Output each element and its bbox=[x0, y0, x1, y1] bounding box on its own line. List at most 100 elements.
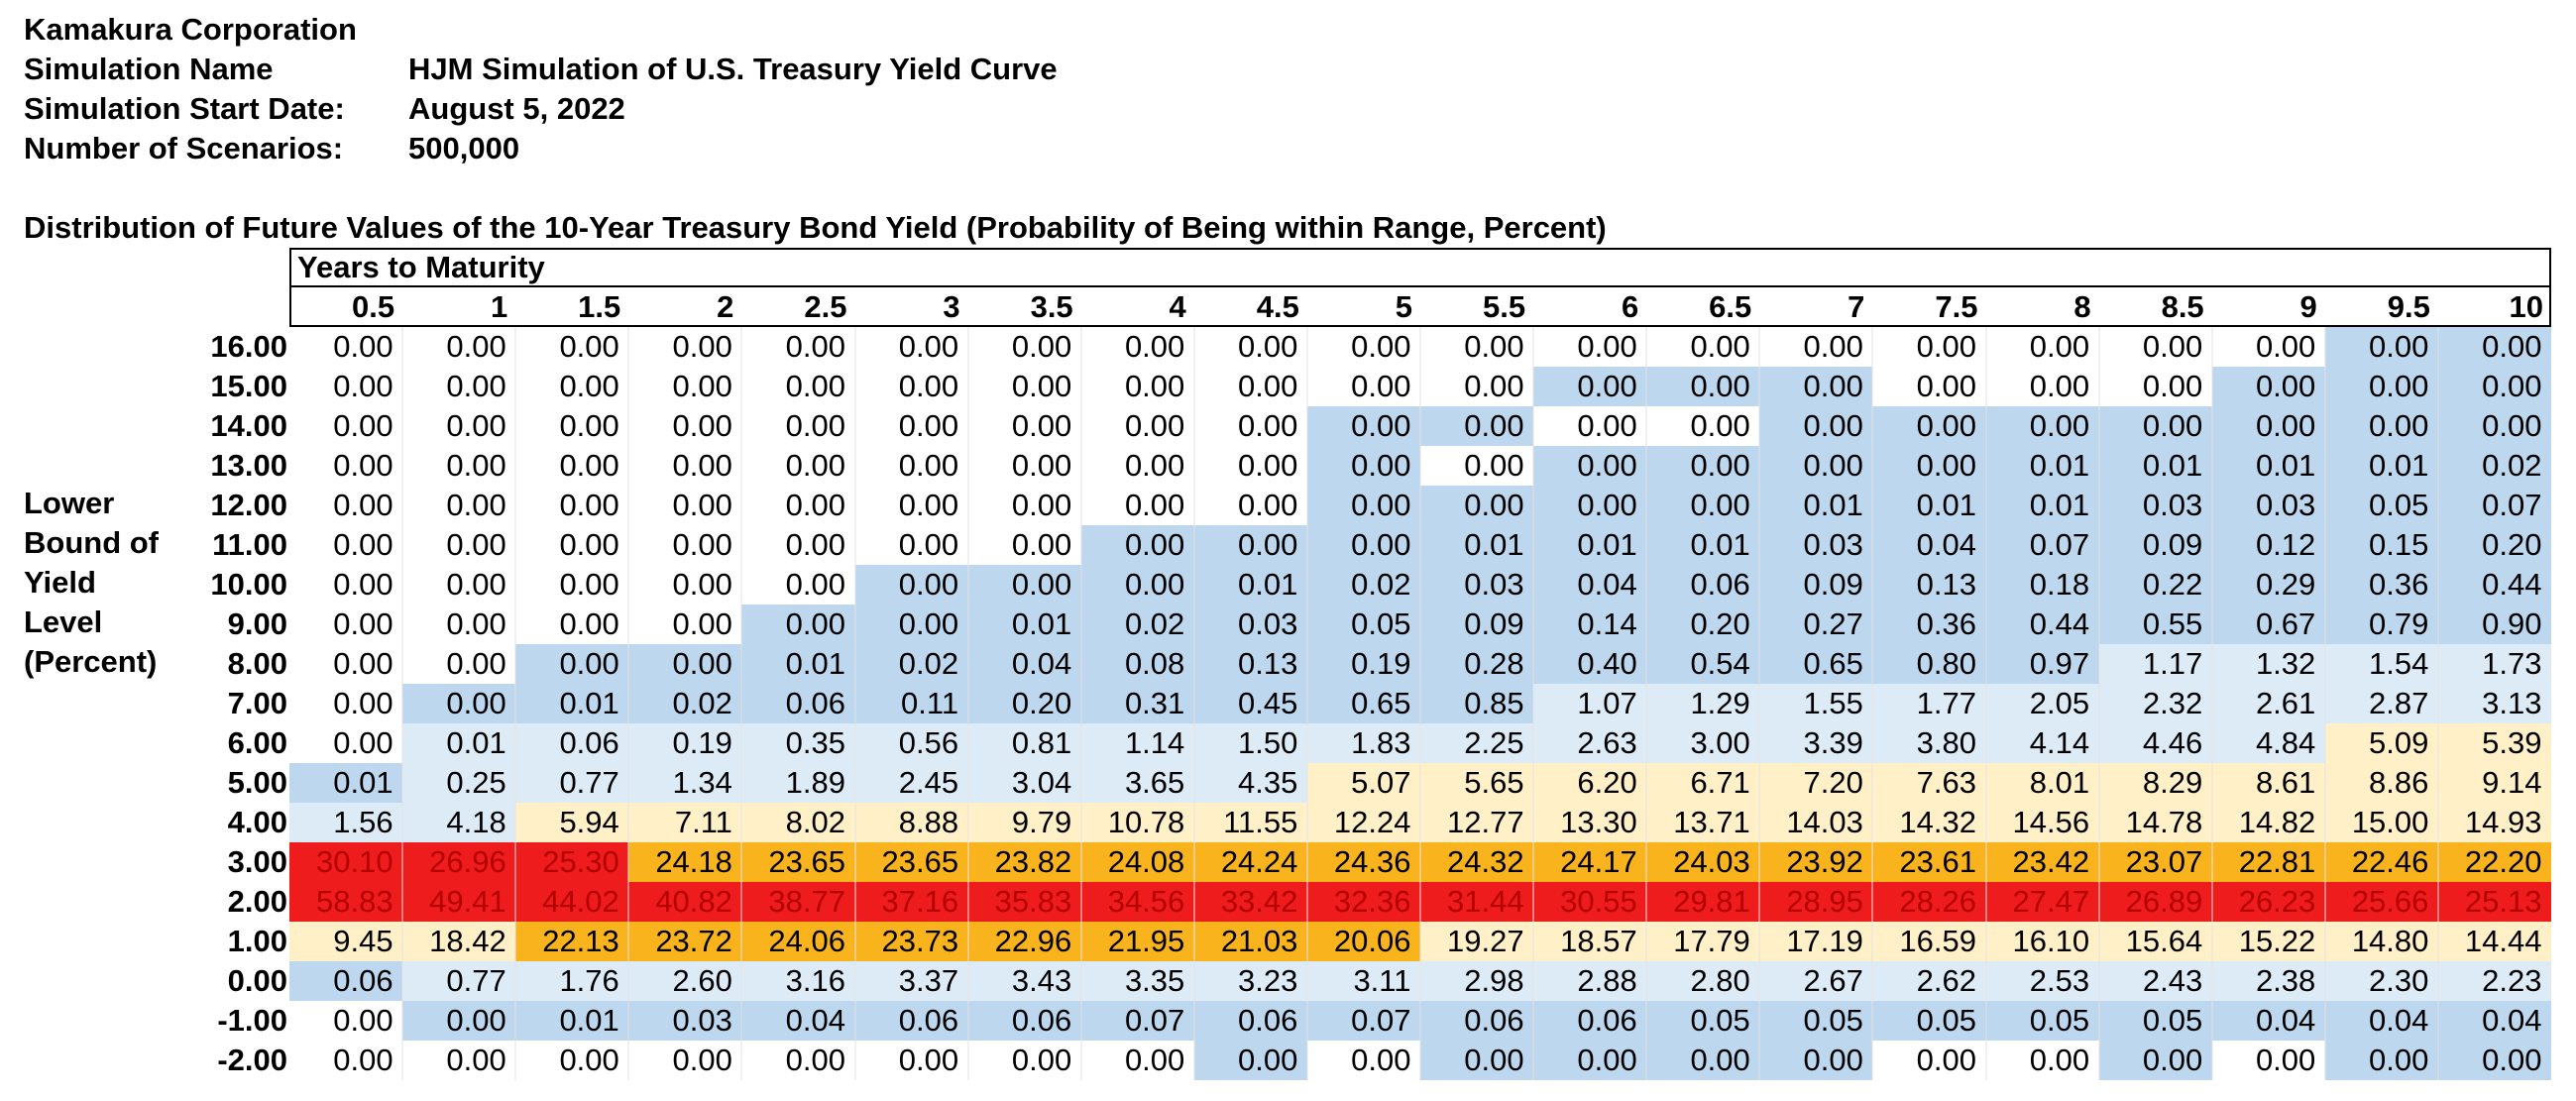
table-cell: 0.00 bbox=[1985, 1041, 2100, 1080]
table-cell: 0.44 bbox=[2437, 565, 2552, 605]
table-cell: 0.00 bbox=[515, 327, 629, 367]
table-cell: 7.63 bbox=[1872, 763, 1986, 803]
table-cell: 0.01 bbox=[1193, 565, 1308, 605]
side-label-line: (Percent) bbox=[24, 644, 158, 679]
table-cell: 4.46 bbox=[2098, 723, 2213, 763]
row-label: 12.00 bbox=[210, 488, 287, 522]
column-header: 4.5 bbox=[1256, 289, 1299, 324]
table-cell: 0.03 bbox=[1759, 525, 1873, 565]
table-cell: 0.36 bbox=[2324, 565, 2439, 605]
table-cell: 4.18 bbox=[402, 803, 516, 842]
table-cell: 0.01 bbox=[402, 723, 516, 763]
table-cell: 0.44 bbox=[1985, 605, 2100, 644]
row-label: -2.00 bbox=[217, 1043, 287, 1077]
simulation-name-row: Simulation Name HJM Simulation of U.S. Tr… bbox=[24, 50, 1058, 89]
table-cell: 9.45 bbox=[289, 922, 403, 961]
table-cell: 0.00 bbox=[741, 486, 855, 525]
table-cell: 1.29 bbox=[1646, 684, 1760, 723]
table-cell: 0.00 bbox=[741, 406, 855, 446]
table-cell: 14.80 bbox=[2324, 922, 2439, 961]
side-label: Lower Bound of Yield Level (Percent) bbox=[24, 484, 159, 682]
row-label: 1.00 bbox=[227, 924, 287, 958]
table-cell: 0.00 bbox=[628, 1041, 742, 1080]
table-cell: 0.00 bbox=[289, 486, 403, 525]
table-cell: 2.98 bbox=[1420, 961, 1534, 1001]
table-cell: 21.03 bbox=[1193, 922, 1308, 961]
table-cell: 0.00 bbox=[289, 1041, 403, 1080]
table-cell: 0.00 bbox=[1872, 367, 1986, 406]
table-cell: 0.02 bbox=[1080, 605, 1195, 644]
table-cell: 25.66 bbox=[2324, 882, 2439, 922]
table-cell: 0.00 bbox=[1646, 367, 1760, 406]
row-label: 14.00 bbox=[210, 408, 287, 443]
grid-line bbox=[966, 327, 969, 1080]
row-label: 13.00 bbox=[210, 448, 287, 483]
table-cell: 22.20 bbox=[2437, 842, 2552, 882]
grid-line bbox=[2323, 327, 2326, 1080]
table-cell: 0.01 bbox=[289, 763, 403, 803]
table-cell: 1.77 bbox=[1872, 684, 1986, 723]
table-cell: 24.17 bbox=[1533, 842, 1647, 882]
table-cell: 0.05 bbox=[2098, 1001, 2213, 1041]
table-cell: 8.02 bbox=[741, 803, 855, 842]
table-cell: 0.06 bbox=[1646, 565, 1760, 605]
table-cell: 0.05 bbox=[2324, 486, 2439, 525]
table-cell: 1.73 bbox=[2437, 644, 2552, 684]
table-cell: 7.11 bbox=[628, 803, 742, 842]
table-cell: 0.00 bbox=[1193, 486, 1308, 525]
table-cell: 0.00 bbox=[2324, 406, 2439, 446]
table-cell: 4.84 bbox=[2211, 723, 2326, 763]
table-cell: 0.00 bbox=[2098, 406, 2213, 446]
table-cell: 29.81 bbox=[1646, 882, 1760, 922]
grid-line bbox=[853, 327, 856, 1080]
table-cell: 0.03 bbox=[2211, 486, 2326, 525]
table-cell: 0.00 bbox=[967, 565, 1082, 605]
table-cell: 3.35 bbox=[1080, 961, 1195, 1001]
table-cell: 1.14 bbox=[1080, 723, 1195, 763]
table-cell: 0.00 bbox=[628, 367, 742, 406]
row-label: 9.00 bbox=[227, 606, 287, 641]
column-header: 3.5 bbox=[1030, 289, 1073, 324]
table-cell: 24.32 bbox=[1420, 842, 1534, 882]
table-cell: 2.67 bbox=[1759, 961, 1873, 1001]
table-cell: 1.50 bbox=[1193, 723, 1308, 763]
table-cell: 0.01 bbox=[1985, 486, 2100, 525]
table-cell: 49.41 bbox=[402, 882, 516, 922]
table-title: Distribution of Future Values of the 10-… bbox=[24, 210, 1607, 245]
column-header: 5 bbox=[1395, 289, 1412, 324]
table-cell: 0.02 bbox=[2437, 446, 2552, 486]
table-cell: 8.88 bbox=[854, 803, 969, 842]
table-cell: 0.04 bbox=[2437, 1001, 2552, 1041]
table-cell: 0.00 bbox=[854, 327, 969, 367]
table-cell: 2.05 bbox=[1985, 684, 2100, 723]
table-cell: 1.76 bbox=[515, 961, 629, 1001]
table-cell: 0.00 bbox=[2211, 1041, 2326, 1080]
table-cell: 0.01 bbox=[967, 605, 1082, 644]
side-label-line: Yield bbox=[24, 565, 96, 600]
table-cell: 1.89 bbox=[741, 763, 855, 803]
table-cell: 0.00 bbox=[402, 1001, 516, 1041]
row-label: 15.00 bbox=[210, 369, 287, 403]
table-cell: 2.62 bbox=[1872, 961, 1986, 1001]
table-cell: 3.13 bbox=[2437, 684, 2552, 723]
column-header: 0.5 bbox=[351, 289, 395, 324]
row-label: 7.00 bbox=[227, 686, 287, 720]
table-cell: 0.00 bbox=[402, 684, 516, 723]
table-cell: 0.02 bbox=[854, 644, 969, 684]
simulation-name-value: HJM Simulation of U.S. Treasury Yield Cu… bbox=[408, 52, 1058, 86]
table-cell: 0.81 bbox=[967, 723, 1082, 763]
table-cell: 0.00 bbox=[402, 1041, 516, 1080]
table-cell: 0.18 bbox=[1985, 565, 2100, 605]
column-header: 7.5 bbox=[1935, 289, 1978, 324]
table-cell: 0.85 bbox=[1420, 684, 1534, 723]
table-cell: 0.00 bbox=[402, 605, 516, 644]
table-cell: 0.00 bbox=[1872, 406, 1986, 446]
table-cell: 0.00 bbox=[1306, 367, 1421, 406]
table-cell: 0.00 bbox=[402, 525, 516, 565]
column-header: 5.5 bbox=[1482, 289, 1526, 324]
table-cell: 0.00 bbox=[1080, 406, 1195, 446]
table-cell: 8.61 bbox=[2211, 763, 2326, 803]
table-cell: 5.39 bbox=[2437, 723, 2552, 763]
grid-line bbox=[1305, 327, 1308, 1080]
table-cell: 0.00 bbox=[1533, 446, 1647, 486]
